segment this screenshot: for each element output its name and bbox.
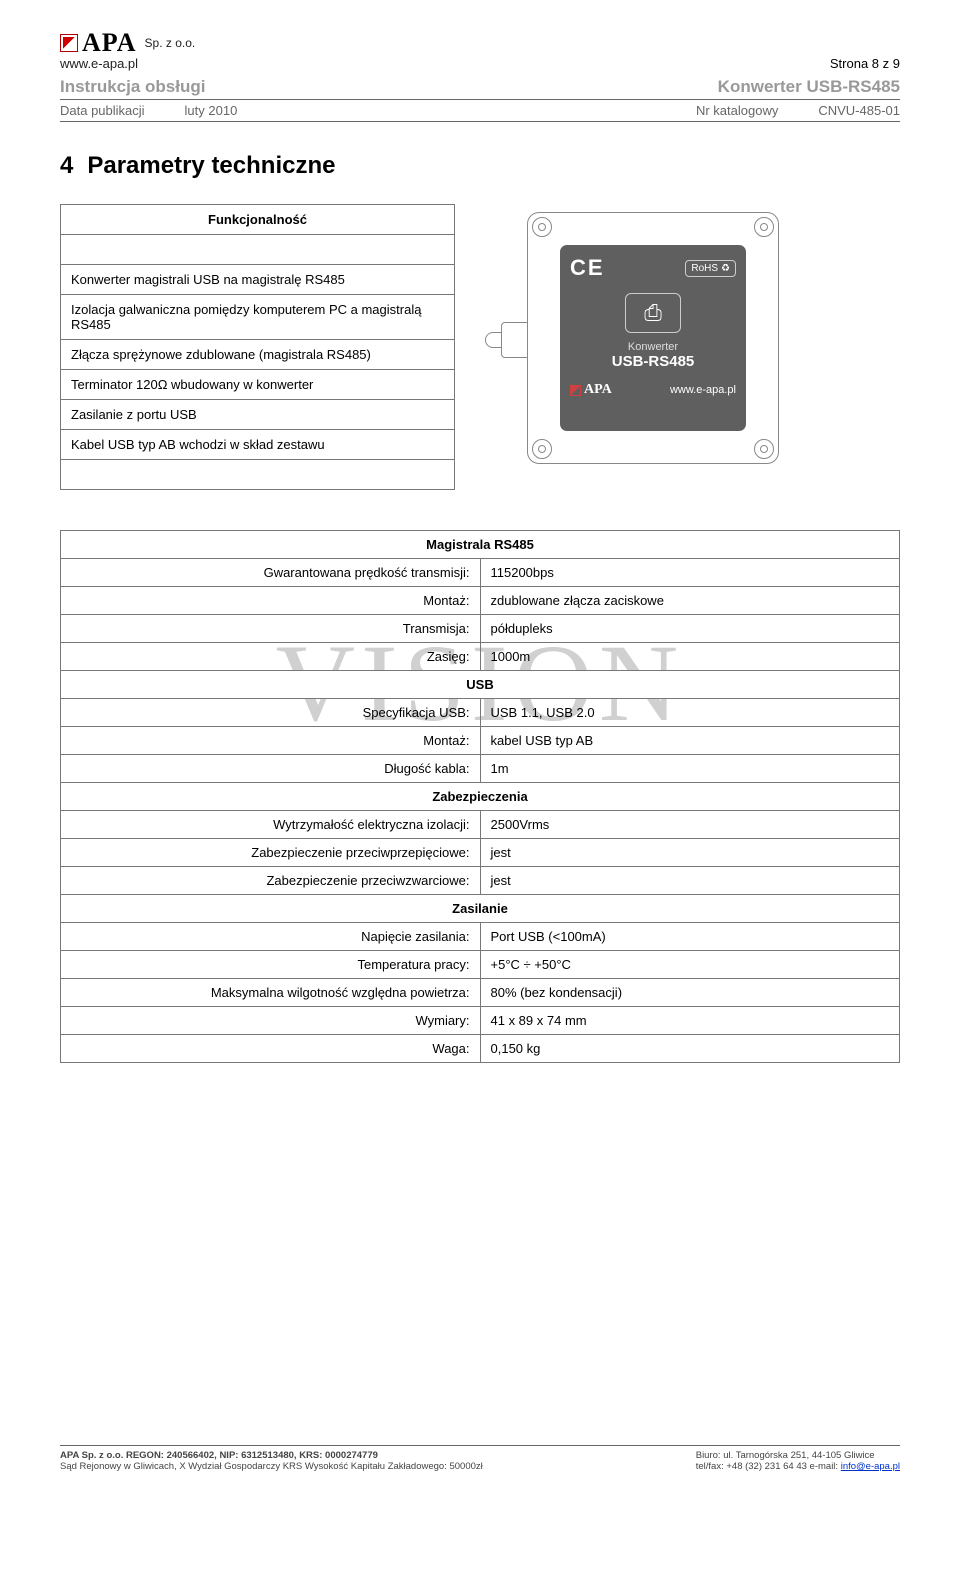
meta-left-value: luty 2010 [185,103,238,118]
header: APA Sp. z o.o. www.e-apa.pl Strona 8 z 9 [60,28,900,71]
spec-value: 80% (bez kondensacji) [480,979,900,1007]
spec-label: Napięcie zasilania: [61,923,481,951]
device-label-model: USB-RS485 [570,353,736,370]
rohs-badge: RoHS ♻ [685,260,736,277]
device-url: www.e-apa.pl [670,384,736,396]
spec-table: Magistrala RS485Gwarantowana prędkość tr… [60,530,900,1063]
func-row: Złącza sprężynowe zdublowane (magistrala… [61,340,455,370]
spec-value: kabel USB typ AB [480,727,900,755]
logo-text: APA [82,28,137,58]
func-row: Konwerter magistrali USB na magistralę R… [61,265,455,295]
func-row: Zasilanie z portu USB [61,400,455,430]
functionality-table: Funkcjonalność Konwerter magistrali USB … [60,204,455,490]
spec-value: USB 1.1, USB 2.0 [480,699,900,727]
spec-label: Gwarantowana prędkość transmisji: [61,559,481,587]
spec-label: Temperatura pracy: [61,951,481,979]
spec-value: 115200bps [480,559,900,587]
logo-url: www.e-apa.pl [60,56,195,71]
device-brand: APA [570,382,612,398]
screw-icon [532,439,552,459]
func-row: Izolacja galwaniczna pomiędzy komputerem… [61,295,455,340]
screw-icon [754,217,774,237]
device-label-line1: Konwerter [570,341,736,353]
device-diagram: CE RoHS ♻ ⎙ Konwerter USB-RS485 [485,204,795,474]
spec-value: 1m [480,755,900,783]
logo-icon [570,385,581,396]
subheader: Instrukcja obsługi Konwerter USB-RS485 [60,77,900,97]
spec-label: Wymiary: [61,1007,481,1035]
subtitle-right: Konwerter USB-RS485 [718,77,900,97]
func-header: Funkcjonalność [61,205,455,235]
spec-label: Montaż: [61,727,481,755]
screw-icon [532,217,552,237]
meta-row: Data publikacji luty 2010 Nr katalogowy … [60,99,900,122]
logo-block: APA Sp. z o.o. www.e-apa.pl [60,28,195,71]
func-row: Terminator 120Ω wbudowany w konwerter [61,370,455,400]
section-title: 4 Parametry techniczne [60,152,900,180]
section-number: 4 [60,152,73,179]
ce-mark-icon: CE [570,255,605,281]
spec-value: jest [480,867,900,895]
spec-value: 1000m [480,643,900,671]
meta-left-label: Data publikacji [60,103,145,118]
page-indicator: Strona 8 z 9 [830,56,900,71]
spec-label: Zabezpieczenie przeciwzwarciowe: [61,867,481,895]
spec-label: Wytrzymałość elektryczna izolacji: [61,811,481,839]
recycle-icon: ♻ [721,263,730,274]
meta-right-label: Nr katalogowy [696,103,778,118]
logo-icon [60,34,78,52]
func-blank [61,460,455,490]
spec-value: 2500Vrms [480,811,900,839]
spec-label: Zabezpieczenie przeciwprzepięciowe: [61,839,481,867]
spec-section-header: Zabezpieczenia [61,783,900,811]
spec-value: Port USB (<100mA) [480,923,900,951]
func-blank [61,235,455,265]
spec-value: 0,150 kg [480,1035,900,1063]
usb-icon: ⎙ [625,293,681,333]
device-body: CE RoHS ♻ ⎙ Konwerter USB-RS485 [527,212,779,464]
spec-value: jest [480,839,900,867]
func-row: Kabel USB typ AB wchodzi w skład zestawu [61,430,455,460]
footer-email-link[interactable]: info@e-apa.pl [841,1461,900,1472]
spec-label: Specyfikacja USB: [61,699,481,727]
spec-section-header: Zasilanie [61,895,900,923]
subtitle-left: Instrukcja obsługi [60,77,205,97]
screw-icon [754,439,774,459]
footer-left: APA Sp. z o.o. REGON: 240566402, NIP: 63… [60,1450,483,1472]
spec-label: Zasięg: [61,643,481,671]
meta-right-value: CNVU-485-01 [818,103,900,118]
spec-label: Waga: [61,1035,481,1063]
spec-label: Transmisja: [61,615,481,643]
spec-label: Montaż: [61,587,481,615]
section-title-text: Parametry techniczne [87,152,335,179]
spec-value: 41 x 89 x 74 mm [480,1007,900,1035]
logo-suffix: Sp. z o.o. [145,36,196,50]
spec-value: +5°C ÷ +50°C [480,951,900,979]
device-label-plate: CE RoHS ♻ ⎙ Konwerter USB-RS485 [560,245,746,431]
spec-value: półdupleks [480,615,900,643]
spec-section-header: Magistrala RS485 [61,531,900,559]
spec-value: zdublowane złącza zaciskowe [480,587,900,615]
spec-section-header: USB [61,671,900,699]
page-footer: APA Sp. z o.o. REGON: 240566402, NIP: 63… [60,1445,900,1472]
usb-connector-icon [485,314,527,366]
spec-label: Długość kabla: [61,755,481,783]
footer-right: Biuro: ul. Tarnogórska 251, 44-105 Gliwi… [696,1450,900,1472]
spec-label: Maksymalna wilgotność względna powietrza… [61,979,481,1007]
